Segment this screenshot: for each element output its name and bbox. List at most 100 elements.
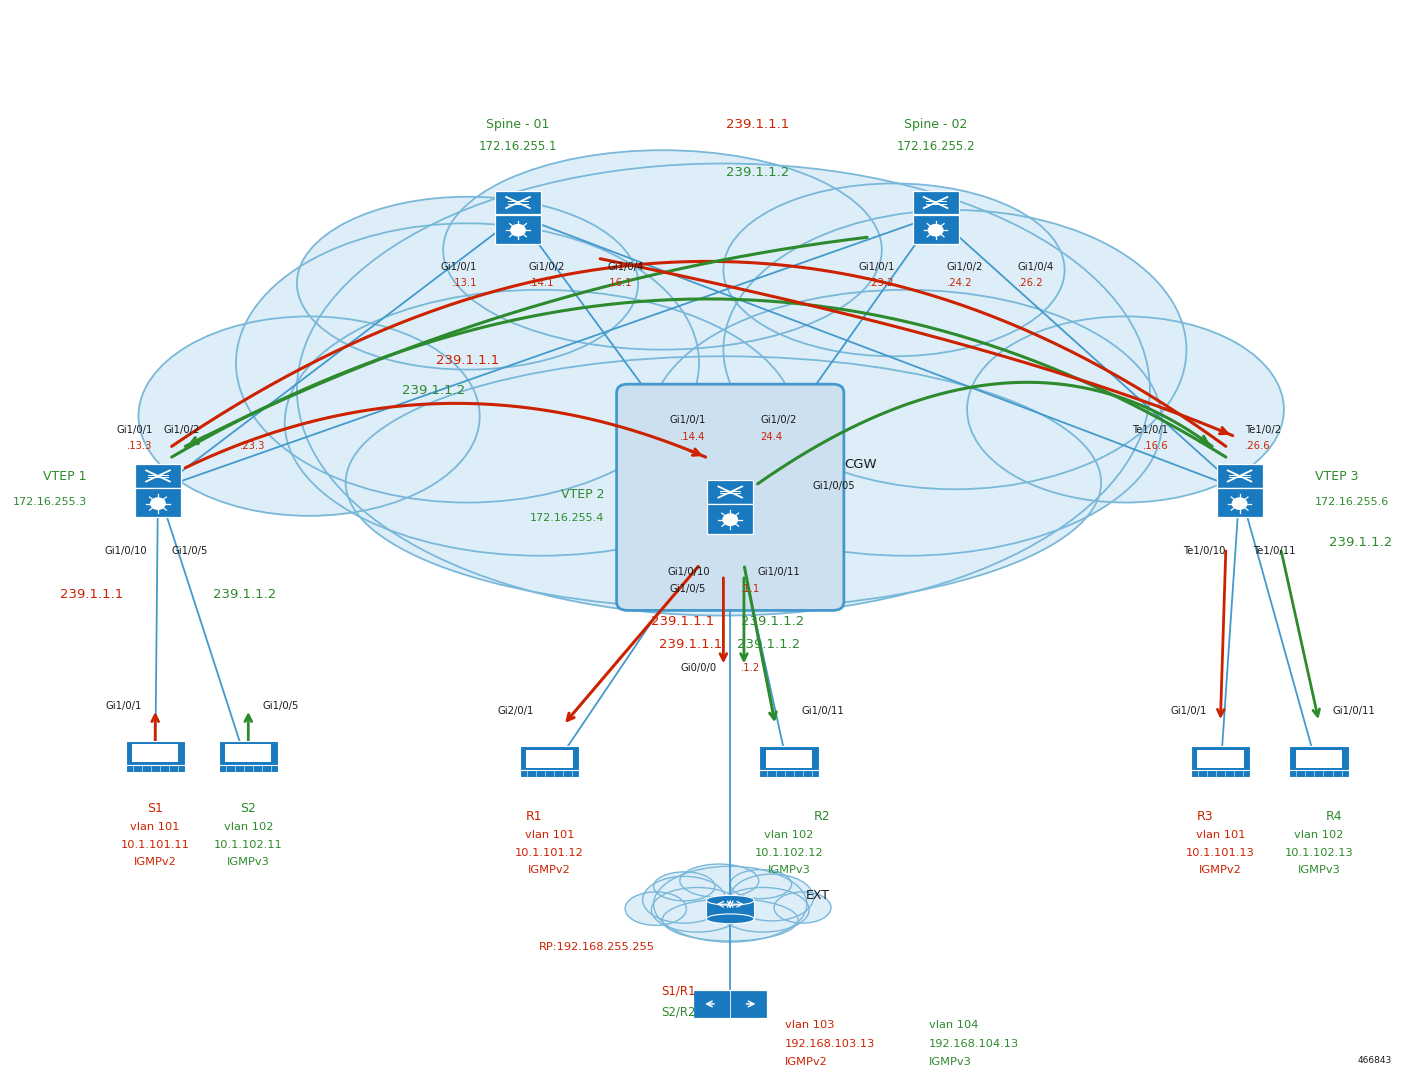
FancyBboxPatch shape [912, 191, 959, 214]
Text: 239.1.1.2: 239.1.1.2 [401, 384, 465, 397]
Text: 172.16.255.1: 172.16.255.1 [479, 140, 558, 153]
FancyBboxPatch shape [135, 464, 182, 488]
FancyBboxPatch shape [1295, 749, 1342, 768]
Text: vlan 101: vlan 101 [525, 830, 574, 840]
Text: .1.1: .1.1 [741, 584, 760, 594]
Circle shape [511, 225, 525, 235]
Text: IGMPv2: IGMPv2 [134, 858, 176, 868]
FancyBboxPatch shape [766, 749, 812, 768]
Text: 239.1.1.1: 239.1.1.1 [659, 639, 722, 651]
Text: .1.2: .1.2 [741, 663, 760, 673]
Text: CGW: CGW [843, 458, 877, 471]
Text: .26.2: .26.2 [1018, 278, 1043, 288]
Text: 239.1.1.2: 239.1.1.2 [213, 588, 276, 601]
FancyBboxPatch shape [496, 191, 541, 214]
Text: .23.2: .23.2 [869, 278, 894, 288]
Text: .26.6: .26.6 [1245, 442, 1270, 452]
Text: 172.16.255.4: 172.16.255.4 [529, 513, 604, 524]
Text: Gi1/0/1: Gi1/0/1 [857, 262, 894, 272]
Text: Te1/0/2: Te1/0/2 [1245, 426, 1281, 435]
Circle shape [724, 514, 738, 526]
Circle shape [928, 225, 943, 235]
Text: .14.4: .14.4 [680, 432, 705, 442]
Text: .24.2: .24.2 [946, 278, 972, 288]
Ellipse shape [653, 866, 807, 942]
Text: VTEP 3: VTEP 3 [1315, 470, 1359, 483]
Text: 239.1.1.2: 239.1.1.2 [741, 615, 804, 628]
FancyBboxPatch shape [1191, 771, 1250, 777]
Text: Gi1/0/1: Gi1/0/1 [669, 415, 705, 425]
Text: 239.1.1.2: 239.1.1.2 [736, 639, 800, 651]
Ellipse shape [724, 210, 1187, 489]
Text: vlan 101: vlan 101 [1195, 830, 1245, 840]
Text: 10.1.101.12: 10.1.101.12 [515, 848, 584, 858]
Ellipse shape [284, 290, 797, 556]
Ellipse shape [680, 864, 759, 898]
FancyBboxPatch shape [759, 771, 819, 777]
Ellipse shape [444, 151, 881, 349]
Text: 239.1.1.1: 239.1.1.1 [61, 588, 124, 601]
Text: 172.16.255.6: 172.16.255.6 [1315, 497, 1390, 507]
Text: Te1/0/1: Te1/0/1 [1132, 426, 1169, 435]
Text: Gi1/0/1: Gi1/0/1 [115, 426, 152, 435]
Text: 239.1.1.1: 239.1.1.1 [650, 615, 714, 628]
Text: Gi1/0/2: Gi1/0/2 [529, 262, 566, 272]
Text: R2: R2 [814, 809, 831, 822]
Text: 239.1.1.2: 239.1.1.2 [1329, 536, 1391, 549]
Text: Gi1/0/5: Gi1/0/5 [669, 584, 705, 594]
Ellipse shape [724, 184, 1064, 356]
FancyBboxPatch shape [693, 990, 767, 1018]
FancyBboxPatch shape [707, 504, 753, 533]
Text: IGMPv2: IGMPv2 [528, 865, 570, 875]
Text: Gi1/0/11: Gi1/0/11 [758, 567, 800, 577]
Text: 10.1.101.11: 10.1.101.11 [121, 841, 190, 850]
FancyBboxPatch shape [125, 765, 184, 772]
Ellipse shape [642, 876, 727, 923]
Ellipse shape [731, 874, 814, 921]
FancyBboxPatch shape [125, 741, 184, 765]
Ellipse shape [717, 888, 810, 932]
Text: VTEP 1: VTEP 1 [44, 470, 87, 483]
Text: 10.1.102.13: 10.1.102.13 [1284, 848, 1353, 858]
Text: vlan 101: vlan 101 [131, 822, 180, 832]
Text: .16.1: .16.1 [607, 278, 632, 288]
Text: 192.168.103.13: 192.168.103.13 [786, 1038, 876, 1048]
FancyBboxPatch shape [132, 744, 179, 762]
FancyBboxPatch shape [218, 741, 277, 765]
FancyBboxPatch shape [135, 488, 182, 517]
Text: Gi1/0/2: Gi1/0/2 [946, 262, 983, 272]
Text: 192.168.104.13: 192.168.104.13 [929, 1038, 1019, 1048]
FancyBboxPatch shape [1197, 749, 1243, 768]
FancyBboxPatch shape [1290, 771, 1349, 777]
Text: S1: S1 [148, 802, 163, 815]
Text: .16.6: .16.6 [1143, 442, 1169, 452]
Ellipse shape [237, 224, 698, 502]
FancyBboxPatch shape [912, 215, 959, 244]
Text: Gi1/0/5: Gi1/0/5 [172, 546, 208, 557]
Text: RP:192.168.255.255: RP:192.168.255.255 [539, 942, 655, 952]
Text: 172.16.255.2: 172.16.255.2 [897, 140, 974, 153]
Text: S1/R1: S1/R1 [662, 985, 696, 998]
Ellipse shape [297, 163, 1150, 616]
Ellipse shape [774, 892, 831, 923]
FancyBboxPatch shape [520, 746, 579, 771]
Text: 239.1.1.2: 239.1.1.2 [727, 167, 790, 180]
Text: Te1/0/10: Te1/0/10 [1184, 546, 1226, 557]
Ellipse shape [650, 290, 1162, 556]
FancyBboxPatch shape [1290, 746, 1349, 771]
Text: 10.1.102.12: 10.1.102.12 [755, 848, 824, 858]
Text: 466843: 466843 [1357, 1056, 1391, 1065]
Text: vlan 102: vlan 102 [1294, 830, 1343, 840]
Text: vlan 103: vlan 103 [786, 1020, 835, 1030]
Text: Gi1/0/1: Gi1/0/1 [106, 701, 142, 711]
FancyBboxPatch shape [520, 771, 579, 777]
Text: VTEP 2: VTEP 2 [560, 488, 604, 501]
Text: Gi1/0/4: Gi1/0/4 [1018, 262, 1055, 272]
Text: vlan 102: vlan 102 [765, 830, 814, 840]
Text: .13.1: .13.1 [452, 278, 477, 288]
Text: IGMPv2: IGMPv2 [1200, 865, 1242, 875]
Ellipse shape [345, 356, 1101, 608]
Text: Gi2/0/1: Gi2/0/1 [497, 706, 534, 716]
Text: .23.3: .23.3 [241, 442, 266, 452]
FancyBboxPatch shape [218, 765, 277, 772]
